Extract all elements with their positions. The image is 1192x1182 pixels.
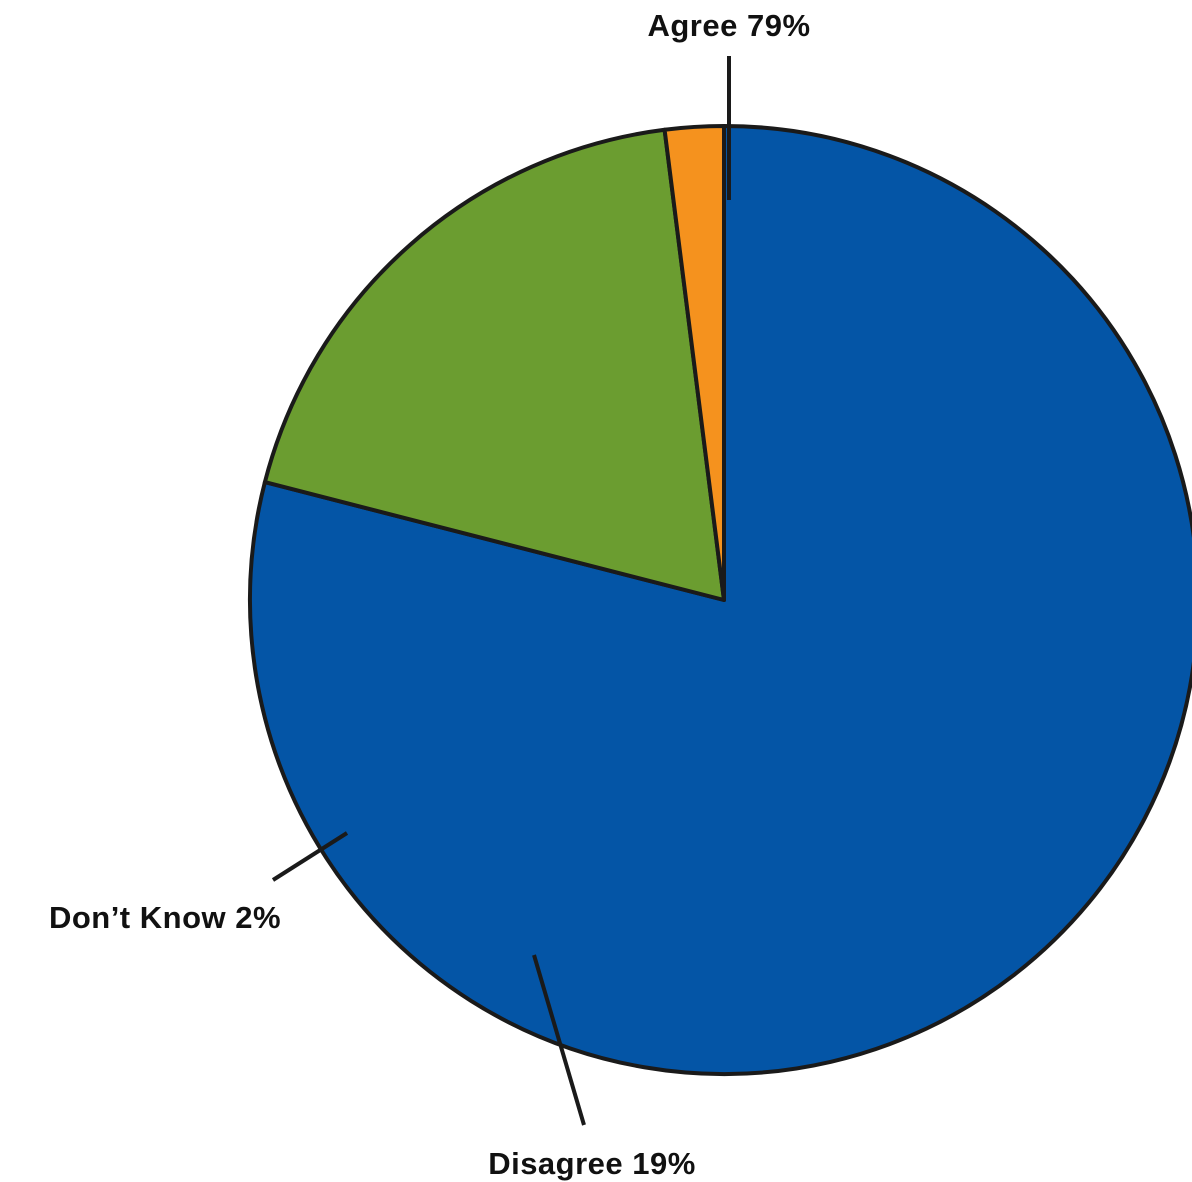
slice-labels: Agree 79% Disagree 19% Don’t Know 2% bbox=[49, 8, 810, 1181]
slice-label-dont-know: Don’t Know 2% bbox=[49, 900, 281, 935]
pie-slice-disagree bbox=[262, 127, 726, 602]
pie-slices bbox=[248, 124, 1192, 1076]
slice-label-disagree: Disagree 19% bbox=[488, 1146, 696, 1181]
slice-label-agree: Agree 79% bbox=[647, 8, 810, 43]
leader-line-dont-know bbox=[271, 831, 349, 882]
pie-slice-don-t-know bbox=[662, 124, 726, 602]
leader-lines bbox=[271, 56, 731, 1126]
leader-line-disagree bbox=[532, 954, 586, 1126]
